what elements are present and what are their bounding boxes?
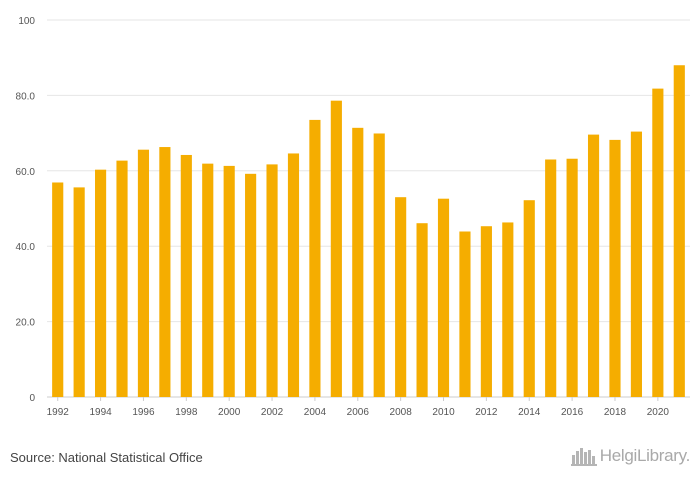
x-tick-label: 2016: [561, 407, 584, 418]
bar-2018[interactable]: [609, 139, 621, 398]
x-tick-label: 2020: [647, 407, 670, 418]
y-tick-label: 40.0: [16, 242, 36, 253]
bar-2010[interactable]: [437, 198, 450, 397]
bar-1993[interactable]: [73, 187, 85, 397]
bar-2011[interactable]: [459, 231, 471, 397]
grid-lines: [47, 19, 690, 398]
x-tick-label: 2006: [347, 407, 370, 418]
x-tick-label: 2014: [518, 407, 541, 418]
bar-2021[interactable]: [673, 65, 685, 398]
bar-2008[interactable]: [395, 197, 407, 397]
bar-2003[interactable]: [287, 153, 300, 397]
bar-2002[interactable]: [266, 164, 278, 397]
bar-2016[interactable]: [566, 158, 578, 397]
x-tick-label: 2008: [390, 407, 413, 418]
bar-2004[interactable]: [309, 119, 321, 397]
bar-1998[interactable]: [180, 154, 192, 397]
bar-2014[interactable]: [523, 200, 535, 397]
bar-1994[interactable]: [95, 169, 107, 397]
bar-1997[interactable]: [159, 147, 171, 397]
y-tick-label: 80.0: [16, 91, 36, 102]
bar-2006[interactable]: [352, 127, 364, 398]
y-tick-label: 20.0: [16, 318, 36, 329]
x-tick-label: 2012: [475, 407, 498, 418]
bar-1992[interactable]: [52, 182, 64, 397]
x-tick-label: 2000: [218, 407, 241, 418]
y-tick-label: 60.0: [16, 167, 36, 178]
bar-2019[interactable]: [630, 131, 642, 398]
x-tick-label: 1994: [89, 407, 112, 418]
x-tick-label: 2010: [432, 407, 455, 418]
x-tick-label: 1996: [132, 407, 155, 418]
brand-name: HelgiLibrary.: [599, 446, 691, 465]
x-tick-label: 2018: [604, 407, 627, 418]
bar-2005[interactable]: [330, 100, 342, 397]
bar-1999[interactable]: [202, 163, 214, 397]
bar-2000[interactable]: [223, 165, 235, 397]
y-axis-tick-labels: 0 20.0 40.0 60.0 80.0 100: [16, 16, 36, 404]
y-tick-label: 0: [29, 393, 35, 404]
bar-2013[interactable]: [502, 222, 514, 397]
bar-2009[interactable]: [416, 223, 428, 397]
y-tick-label: 100: [18, 16, 35, 27]
source-note: Source: National Statistical Office: [10, 450, 203, 465]
bar-chart: 0 20.0 40.0 60.0 80.0 100 1992 1994 1996 1998 200…: [16, 16, 690, 418]
bars: [52, 65, 685, 398]
bar-2017[interactable]: [587, 134, 600, 397]
bar-1995[interactable]: [116, 160, 128, 397]
bar-2001[interactable]: [245, 173, 257, 397]
x-tick-label: 1992: [47, 407, 70, 418]
bar-2020[interactable]: [652, 88, 664, 397]
bar-2007[interactable]: [373, 133, 385, 398]
x-tick-label: 1998: [175, 407, 198, 418]
bar-2015[interactable]: [545, 159, 557, 397]
bar-2012[interactable]: [480, 226, 492, 397]
x-axis-tick-labels: 1992 1994 1996 1998 2000 2002 2004 2006 2008 2010…: [47, 397, 670, 418]
helgi-library-logo[interactable]: HelgiLibrary.: [570, 446, 691, 466]
x-tick-label: 2004: [304, 407, 327, 418]
x-tick-label: 2002: [261, 407, 284, 418]
city-skyline-icon: [570, 448, 597, 466]
bar-1996[interactable]: [137, 149, 150, 397]
